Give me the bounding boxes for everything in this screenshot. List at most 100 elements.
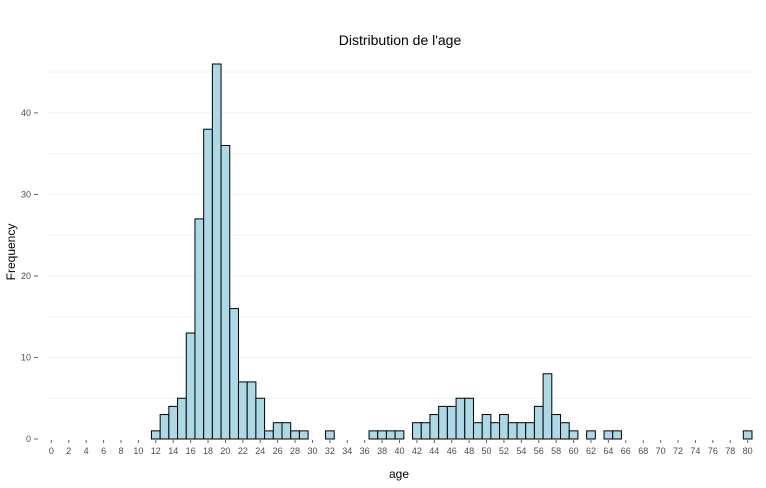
y-tick-label: 40: [21, 108, 31, 118]
x-tick-label: 54: [516, 446, 526, 456]
x-tick-label: 70: [656, 446, 666, 456]
chart-title: Distribution de l'age: [339, 32, 462, 48]
bar: [194, 218, 205, 440]
bar: [368, 430, 379, 440]
x-tick-label: 46: [447, 446, 457, 456]
x-tick-label: 64: [603, 446, 613, 456]
x-tick-label: 80: [743, 446, 753, 456]
x-tick-label: 58: [551, 446, 561, 456]
bar: [551, 414, 562, 440]
x-tick-label: 66: [621, 446, 631, 456]
x-tick-label: 18: [203, 446, 213, 456]
bar: [168, 405, 179, 440]
bar: [412, 422, 422, 440]
x-tick-label: 60: [569, 446, 579, 456]
bar: [264, 430, 274, 440]
bar: [177, 397, 187, 440]
x-tick-label: 16: [186, 446, 196, 456]
bar: [150, 430, 161, 440]
x-tick-label: 32: [325, 446, 335, 456]
bar: [159, 414, 170, 440]
bar: [429, 414, 440, 440]
x-tick-label: 28: [290, 446, 300, 456]
x-tick-label: 14: [168, 446, 178, 456]
bar: [568, 430, 579, 440]
x-tick-label: 76: [708, 446, 718, 456]
x-tick-label: 42: [412, 446, 422, 456]
x-tick-label: 50: [482, 446, 492, 456]
x-tick-label: 38: [377, 446, 387, 456]
x-axis-label: age: [389, 467, 409, 481]
x-tick-label: 62: [586, 446, 596, 456]
bars: [150, 63, 753, 440]
bar: [525, 422, 535, 440]
x-tick-label: 22: [238, 446, 248, 456]
bar: [281, 422, 292, 440]
bar: [586, 430, 596, 440]
y-tick-label: 0: [26, 434, 31, 444]
bar: [499, 414, 509, 440]
bar: [472, 422, 483, 440]
x-tick-label: 26: [273, 446, 283, 456]
x-tick-label: 52: [499, 446, 509, 456]
x-tick-label: 30: [307, 446, 317, 456]
grid: [47, 71, 752, 399]
bar: [446, 405, 457, 440]
x-tick-label: 44: [429, 446, 439, 456]
bar: [420, 422, 431, 440]
x-tick-label: 74: [690, 446, 700, 456]
bar: [385, 430, 396, 440]
x-tick-label: 56: [534, 446, 544, 456]
bar: [455, 397, 466, 440]
bar: [481, 414, 492, 440]
x-tick-label: 36: [360, 446, 370, 456]
bar: [203, 128, 213, 440]
x-tick-label: 72: [673, 446, 683, 456]
x-tick-label: 6: [101, 446, 106, 456]
bar: [533, 405, 544, 440]
x-tick-label: 34: [342, 446, 352, 456]
bar: [438, 405, 448, 440]
bar: [298, 430, 309, 440]
x-tick-label: 4: [84, 446, 89, 456]
x-tick-label: 12: [151, 446, 161, 456]
x-tick-label: 24: [255, 446, 265, 456]
bar: [325, 430, 335, 440]
x-tick-label: 8: [118, 446, 123, 456]
bar: [542, 373, 553, 440]
bar: [560, 422, 570, 440]
bar: [211, 63, 222, 440]
bar: [246, 381, 257, 440]
x-tick-label: 40: [394, 446, 404, 456]
x-tick-label: 0: [49, 446, 54, 456]
bar: [377, 430, 387, 440]
x-tick-label: 20: [220, 446, 230, 456]
bar: [185, 332, 196, 440]
y-tick-label: 10: [21, 352, 31, 362]
bar: [229, 308, 239, 440]
y-axis: 0 10 20 30 40: [21, 108, 38, 444]
x-tick-label: 10: [133, 446, 143, 456]
bar: [290, 430, 300, 440]
x-tick-label: 48: [464, 446, 474, 456]
bar: [507, 422, 518, 440]
x-axis: 0 2 4 6 8 10 12 14 16 18 20 22 24 26 28 30 32 34 36 38 40 42 4…: [49, 440, 753, 456]
y-tick-label: 30: [21, 189, 31, 199]
bar: [220, 145, 231, 440]
bar: [516, 422, 527, 440]
bar: [603, 430, 614, 440]
bar: [464, 397, 474, 440]
y-axis-label: Frequency: [4, 224, 18, 281]
y-tick-label: 20: [21, 271, 31, 281]
bar: [490, 422, 501, 440]
x-tick-label: 2: [66, 446, 71, 456]
bar: [742, 430, 753, 440]
bar: [272, 422, 283, 440]
x-tick-label: 68: [638, 446, 648, 456]
bar: [612, 430, 622, 440]
bar: [394, 430, 405, 440]
x-tick-label: 78: [725, 446, 735, 456]
bar: [237, 381, 248, 440]
